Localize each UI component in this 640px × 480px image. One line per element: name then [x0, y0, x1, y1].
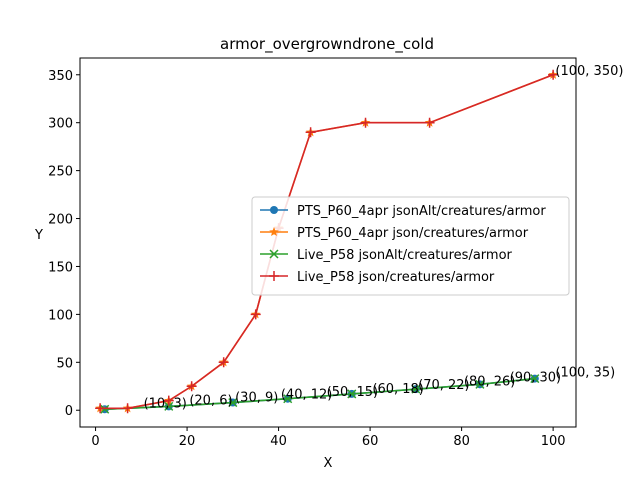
- data-label: (100, 350): [555, 64, 623, 79]
- y-tick-label: 100: [48, 308, 73, 323]
- data-point: [269, 271, 279, 281]
- legend: PTS_P60_4apr jsonAlt/creatures/armor PTS_…: [251, 196, 570, 296]
- data-label: (60, 18): [372, 382, 424, 397]
- data-label: (100, 35): [555, 366, 615, 381]
- data-point: [269, 249, 279, 259]
- data-point: [360, 117, 371, 128]
- data-label: (80, 26): [464, 374, 516, 389]
- y-tick-label: 300: [48, 117, 73, 132]
- axes-frame: [79, 57, 577, 428]
- data-point: [347, 389, 357, 399]
- data-label: (20, 6): [189, 393, 232, 408]
- data-point: [424, 117, 435, 128]
- data-point: [250, 309, 261, 320]
- x-tick-label: 80: [453, 434, 470, 449]
- data-point: [283, 394, 293, 404]
- legend-entry: Live_P58 jsonAlt/creatures/armor: [297, 248, 513, 263]
- legend-entry: PTS_P60_4apr json/creatures/armor: [297, 226, 529, 241]
- data-point: [163, 395, 174, 406]
- chart-title: armor_overgrowndrone_cold: [220, 35, 434, 54]
- x-axis-label: X: [324, 456, 333, 471]
- y-axis: 0 50 100 150 200 250 300 350: [48, 69, 80, 419]
- legend-box: [251, 196, 570, 296]
- x-tick-label: 60: [362, 434, 379, 449]
- y-tick-label: 50: [56, 356, 73, 371]
- data-label: (70, 22): [418, 378, 470, 393]
- x-tick-label: 20: [179, 434, 196, 449]
- plot-area: [95, 69, 559, 414]
- data-point: [228, 398, 238, 408]
- data-point: [270, 206, 278, 214]
- series-3: [100, 374, 540, 414]
- data-point: [305, 127, 316, 138]
- data-annotations: (10, 3) (20, 6) (30, 9) (40, 12)(50, 15)(60…: [144, 64, 624, 412]
- data-point: [95, 403, 106, 414]
- data-point: [269, 227, 279, 237]
- y-axis-label: Y: [34, 228, 43, 243]
- data-point: [548, 69, 559, 80]
- data-point: [530, 374, 540, 384]
- series-line: [104, 377, 535, 411]
- data-label: (40, 12): [281, 388, 333, 403]
- x-tick-label: 100: [541, 434, 566, 449]
- y-tick-label: 200: [48, 213, 73, 228]
- data-point: [164, 401, 174, 411]
- y-tick-label: 350: [48, 69, 73, 84]
- data-point: [218, 357, 229, 368]
- y-tick-label: 0: [65, 404, 73, 419]
- x-axis: 0 20 40 60 80 100: [91, 427, 566, 449]
- x-tick-label: 40: [270, 434, 287, 449]
- data-point: [100, 404, 110, 414]
- data-label: (50, 15): [327, 385, 379, 400]
- data-label: (90, 30): [510, 370, 562, 385]
- y-tick-label: 150: [48, 260, 73, 275]
- data-point: [186, 381, 197, 392]
- data-label: (30, 9): [235, 391, 278, 406]
- x-tick-label: 0: [91, 434, 99, 449]
- y-tick-label: 250: [48, 165, 73, 180]
- data-point: [122, 403, 133, 414]
- data-point: [411, 384, 421, 394]
- legend-entry: Live_P58 json/creatures/armor: [297, 270, 495, 285]
- data-point: [475, 379, 485, 389]
- legend-entry: PTS_P60_4apr jsonAlt/creatures/armor: [297, 204, 546, 219]
- data-label: (10, 3): [144, 396, 187, 411]
